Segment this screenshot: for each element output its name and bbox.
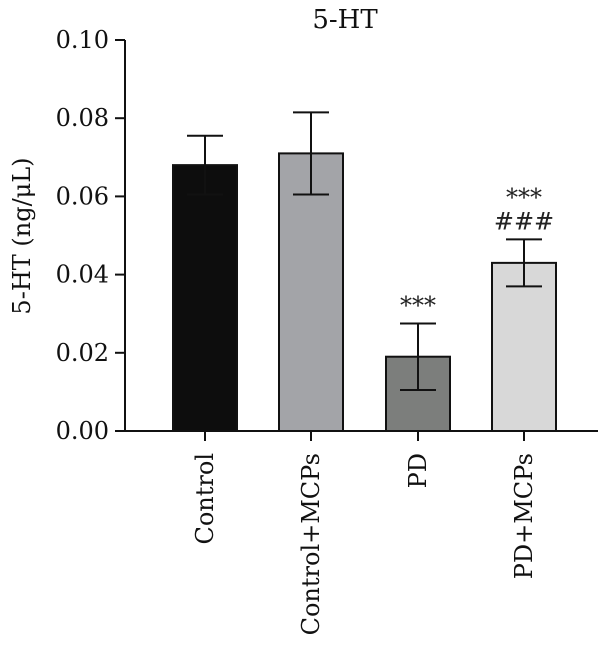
y-tick-label: 0.10 — [56, 26, 109, 54]
bar-1 — [278, 152, 344, 432]
significance-label: *** — [400, 291, 436, 319]
significance-label: *** — [506, 183, 542, 211]
significance-label: ### — [494, 207, 554, 235]
y-tick-label: 0.06 — [56, 182, 109, 210]
y-tick-label: 0.04 — [56, 261, 109, 289]
error-bars — [187, 111, 542, 391]
bar-3 — [491, 261, 557, 432]
y-axis-label: 5-HT (ng/μL) — [8, 157, 36, 314]
x-category-label: Control — [191, 453, 219, 545]
x-category-label: PD — [404, 453, 432, 488]
y-tick-label: 0.00 — [56, 417, 109, 445]
bars — [172, 152, 557, 432]
bar-0 — [172, 164, 238, 432]
y-tick-label: 0.02 — [56, 339, 109, 367]
chart-title: 5-HT — [312, 5, 378, 35]
y-ticks: 0.00 0.02 0.04 0.06 0.08 0.10 — [56, 26, 125, 445]
y-tick-label: 0.08 — [56, 104, 109, 132]
x-category-labels: Control Control+MCPs PD PD+MCPs — [191, 431, 538, 635]
x-category-label: PD+MCPs — [510, 453, 538, 579]
x-category-label: Control+MCPs — [297, 453, 325, 635]
significance-annotations: ******### — [400, 183, 554, 319]
